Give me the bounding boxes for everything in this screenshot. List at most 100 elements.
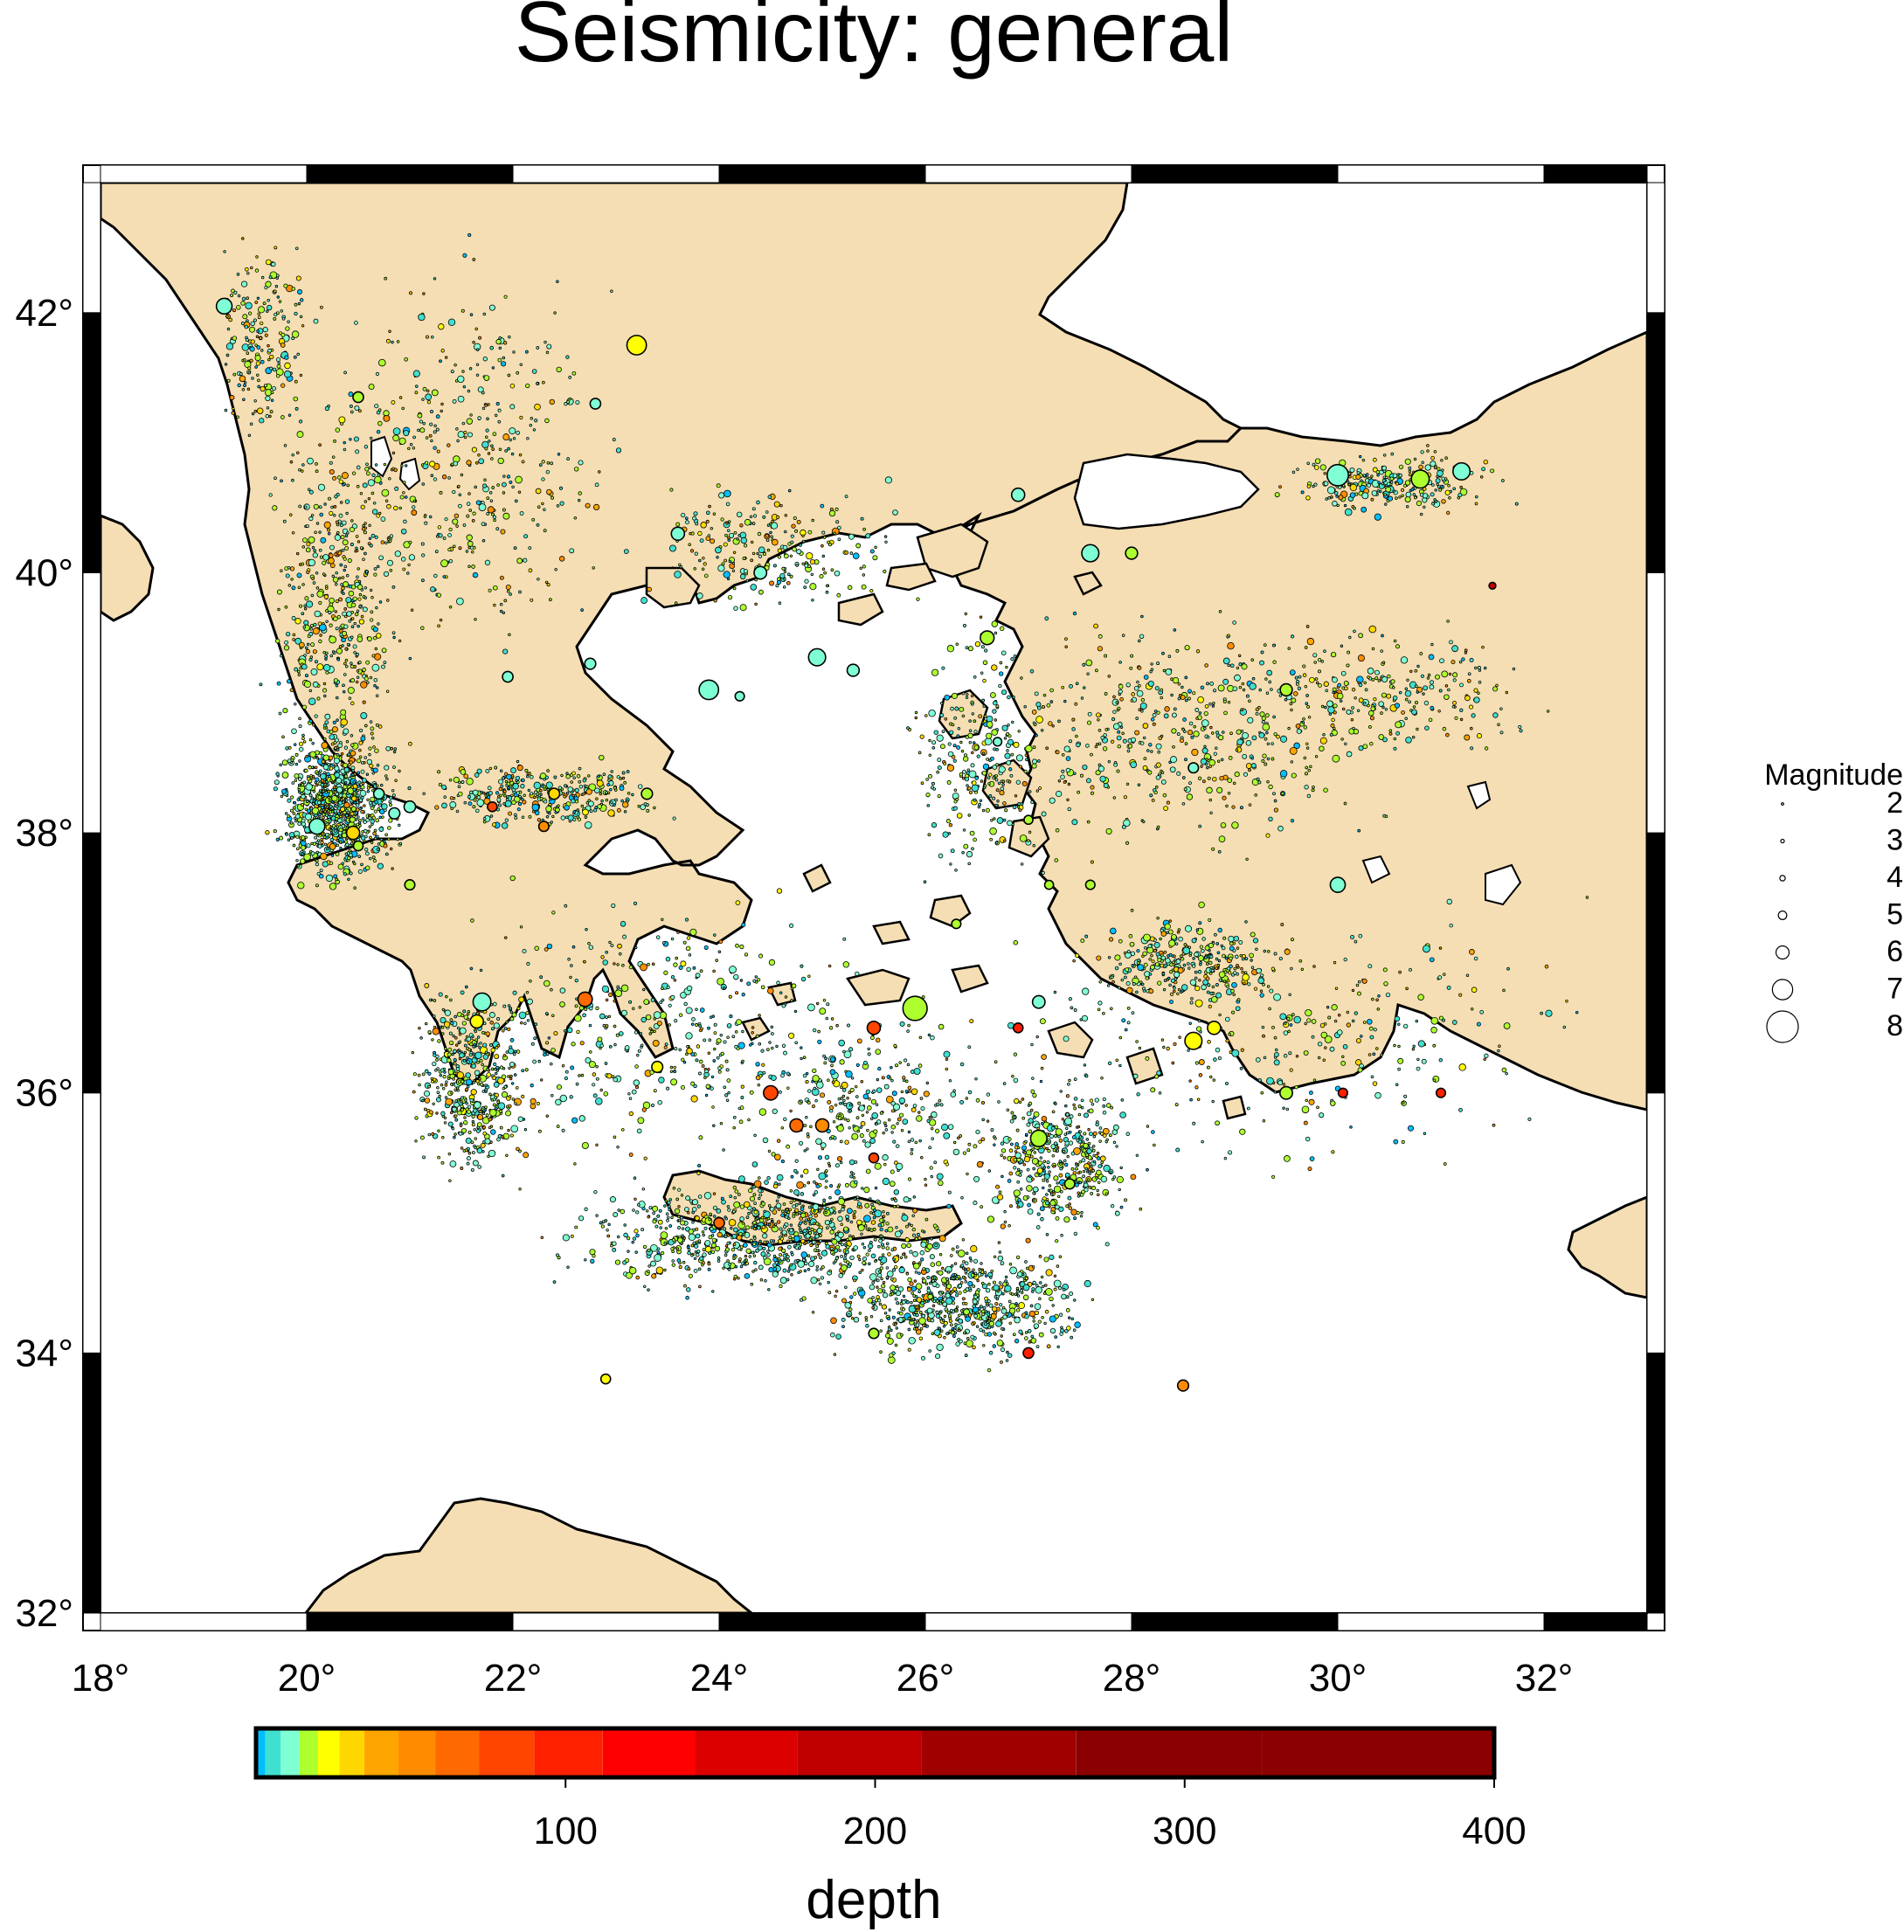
minor-quake-marker xyxy=(931,1276,935,1280)
minor-quake-marker xyxy=(696,1204,702,1208)
minor-quake-marker xyxy=(491,1074,495,1077)
minor-quake-marker xyxy=(461,370,465,373)
minor-quake-marker xyxy=(355,549,359,553)
minor-quake-marker xyxy=(330,505,334,509)
minor-quake-marker xyxy=(403,519,407,524)
minor-quake-marker xyxy=(509,778,514,782)
minor-quake-marker xyxy=(869,1273,877,1281)
minor-quake-marker xyxy=(705,519,710,523)
minor-quake-marker xyxy=(710,1243,717,1249)
minor-quake-marker xyxy=(576,808,580,812)
minor-quake-marker xyxy=(467,1151,472,1155)
minor-quake-marker xyxy=(1077,1171,1081,1175)
minor-quake-marker xyxy=(602,772,606,776)
minor-quake-marker xyxy=(767,1288,771,1291)
minor-quake-marker xyxy=(964,1280,968,1284)
minor-quake-marker xyxy=(480,1142,486,1148)
minor-quake-marker xyxy=(876,1295,880,1299)
minor-quake-marker xyxy=(425,436,429,440)
minor-quake-marker xyxy=(320,852,328,861)
minor-quake-marker xyxy=(370,731,374,736)
minor-quake-marker xyxy=(343,581,350,588)
minor-quake-marker xyxy=(457,395,465,403)
minor-quake-marker xyxy=(343,673,347,676)
minor-quake-marker xyxy=(389,568,393,572)
minor-quake-marker xyxy=(299,641,305,648)
minor-quake-marker xyxy=(786,1278,790,1282)
minor-quake-marker xyxy=(739,523,744,528)
minor-quake-marker xyxy=(326,729,330,734)
minor-quake-marker xyxy=(357,579,362,584)
minor-quake-marker xyxy=(822,1205,827,1210)
minor-quake-marker xyxy=(878,1256,883,1261)
minor-quake-marker xyxy=(1032,1316,1035,1319)
minor-quake-marker xyxy=(1042,1178,1046,1182)
minor-quake-marker xyxy=(957,1337,961,1341)
minor-quake-marker xyxy=(301,463,305,467)
minor-quake-marker xyxy=(1027,1202,1031,1208)
minor-quake-marker xyxy=(358,605,362,608)
minor-quake-marker xyxy=(349,850,353,855)
minor-quake-marker xyxy=(985,1287,991,1293)
minor-quake-marker xyxy=(335,520,339,524)
minor-quake-marker xyxy=(472,571,479,578)
minor-quake-marker xyxy=(697,1163,702,1168)
minor-quake-marker xyxy=(356,758,362,764)
minor-quake-marker xyxy=(974,1290,980,1295)
minor-quake-marker xyxy=(779,503,783,508)
minor-quake-marker xyxy=(543,778,546,781)
minor-quake-marker xyxy=(879,1350,883,1354)
minor-quake-marker xyxy=(1032,1093,1037,1098)
minor-quake-marker xyxy=(776,516,780,519)
minor-quake-marker xyxy=(816,1228,823,1234)
minor-quake-marker xyxy=(862,1257,868,1262)
minor-quake-marker xyxy=(876,1285,879,1289)
minor-quake-marker xyxy=(1000,1347,1006,1353)
minor-quake-marker xyxy=(623,1232,628,1238)
minor-quake-marker xyxy=(837,537,841,542)
minor-quake-marker xyxy=(869,1197,872,1201)
minor-quake-marker xyxy=(1073,1077,1077,1081)
minor-quake-marker xyxy=(348,619,352,623)
minor-quake-marker xyxy=(487,786,492,791)
minor-quake-marker xyxy=(652,1205,659,1212)
minor-quake-marker xyxy=(576,773,581,779)
minor-quake-marker xyxy=(617,1208,620,1212)
minor-quake-marker xyxy=(693,1257,697,1261)
minor-quake-marker xyxy=(1013,1115,1017,1119)
minor-quake-marker xyxy=(497,419,502,424)
minor-quake-marker xyxy=(931,1304,936,1308)
minor-quake-marker xyxy=(807,1217,811,1221)
minor-quake-marker xyxy=(1115,1145,1118,1148)
minor-quake-marker xyxy=(790,1174,794,1179)
minor-quake-marker xyxy=(368,537,372,540)
minor-quake-marker xyxy=(1085,1138,1090,1141)
minor-quake-marker xyxy=(305,646,308,650)
minor-quake-marker xyxy=(357,869,363,874)
minor-quake-marker xyxy=(905,1224,909,1229)
minor-quake-marker xyxy=(432,1028,440,1035)
minor-quake-marker xyxy=(803,585,807,589)
minor-quake-marker xyxy=(366,798,370,801)
minor-quake-marker xyxy=(804,1241,808,1244)
minor-quake-marker xyxy=(1151,1130,1155,1134)
minor-quake-marker xyxy=(336,647,343,654)
minor-quake-marker xyxy=(295,551,300,556)
minor-quake-marker xyxy=(492,822,497,828)
minor-quake-marker xyxy=(650,1260,656,1267)
minor-quake-marker xyxy=(348,843,352,848)
minor-quake-marker xyxy=(306,843,311,848)
minor-quake-marker xyxy=(1045,1232,1049,1236)
minor-quake-marker xyxy=(1067,1195,1072,1201)
minor-quake-marker xyxy=(463,1120,468,1125)
minor-quake-marker xyxy=(878,1270,882,1273)
minor-quake-marker xyxy=(512,990,517,995)
minor-quake-marker xyxy=(311,802,315,806)
minor-quake-marker xyxy=(347,877,350,881)
minor-quake-marker xyxy=(595,797,599,801)
minor-quake-marker xyxy=(292,843,296,848)
minor-quake-marker xyxy=(594,482,599,488)
minor-quake-marker xyxy=(752,514,758,518)
minor-quake-marker xyxy=(499,575,504,580)
minor-quake-marker xyxy=(647,1270,650,1273)
